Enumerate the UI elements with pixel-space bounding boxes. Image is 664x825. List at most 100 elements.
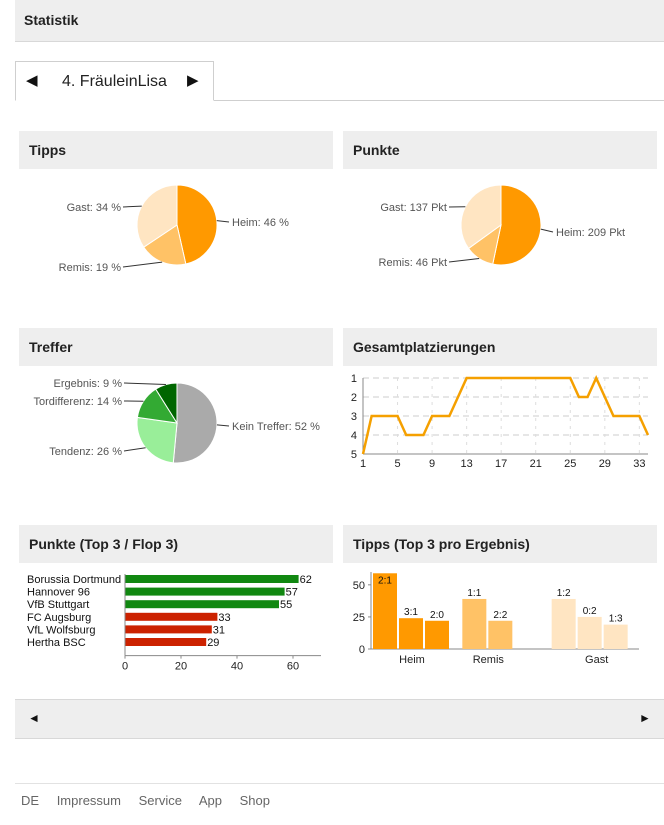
bar-category-label: FC Augsburg <box>27 612 91 624</box>
footer-link-language[interactable]: DE <box>21 793 40 808</box>
footer-link-service[interactable]: Service <box>138 793 182 808</box>
panel-title-treffer: Treffer <box>29 339 73 355</box>
pie-leader-line <box>448 258 480 263</box>
panel-header-tipps: Tipps <box>19 131 333 169</box>
bar <box>462 598 487 649</box>
x-tick-label: 33 <box>633 458 645 470</box>
tipps-pie-chart: Heim: 46 % Remis: 19 % Gast: 34 % <box>59 184 289 274</box>
pie-slice <box>155 382 178 425</box>
pie-label: Kein Treffer: 52 % <box>232 421 320 433</box>
pie-slice <box>136 416 178 464</box>
panel-header-treffer: Treffer <box>19 328 333 366</box>
player-name: 4. FräuleinLisa <box>62 73 167 90</box>
pie-leader-line <box>216 424 230 427</box>
bar <box>603 624 628 649</box>
y-tick-label: 25 <box>353 612 365 624</box>
bar <box>425 620 449 649</box>
pie-slice <box>460 184 502 250</box>
bar-category-label: Hannover 96 <box>27 587 90 599</box>
next-player-icon[interactable]: ▶ <box>187 72 199 89</box>
tab-divider <box>15 100 664 101</box>
x-tick-label: 29 <box>599 458 611 470</box>
treffer-pie-chart: Kein Treffer: 52 % Tendenz: 26 % Tordiffer… <box>34 378 320 464</box>
x-tick-label: 25 <box>564 458 576 470</box>
x-tick-label: 0 <box>122 661 128 673</box>
bar-value-label: 1:3 <box>609 614 623 625</box>
x-tick-label: 13 <box>461 458 473 470</box>
pie-leader-line <box>122 205 142 208</box>
x-tick-label: 5 <box>394 458 400 470</box>
footer-links: DE Impressum Service App Shop <box>21 793 284 808</box>
footer-link-app[interactable]: App <box>198 793 223 808</box>
previous-page-icon[interactable]: ◄ <box>28 711 40 725</box>
panel-header-ergebnis: Tipps (Top 3 pro Ergebnis) <box>343 525 657 563</box>
bar <box>125 575 299 583</box>
bar-value-label: 1:1 <box>467 588 481 599</box>
x-group-label: Gast <box>585 654 608 666</box>
bar <box>399 618 423 649</box>
pie-slice <box>172 382 218 464</box>
bottom-navigation: ◄ ► <box>15 699 664 739</box>
ergebnis-bar-chart: 0 25 50 2:1 3:1 2:0 Heim 1:1 2:2 Remis 1:2 0:2 1:3 Ga… <box>353 572 639 666</box>
pie-label: Tendenz: 26 % <box>49 446 122 458</box>
pie-label: Heim: 209 Pkt <box>556 227 625 239</box>
pie-leader-line <box>122 261 163 268</box>
bar <box>125 612 218 621</box>
x-tick-label: 9 <box>429 458 435 470</box>
pie-leader-line <box>123 447 146 452</box>
y-tick-label: 5 <box>351 449 357 461</box>
bar-value-label: 1:2 <box>557 588 571 599</box>
panel-title-topflop: Punkte (Top 3 / Flop 3) <box>29 536 179 552</box>
x-tick-label: 1 <box>360 458 366 470</box>
x-tick-label: 20 <box>175 661 187 673</box>
panel-header-platzierungen: Gesamtplatzierungen <box>343 328 657 366</box>
panel-title-platzierungen: Gesamtplatzierungen <box>353 339 496 355</box>
footer-link-impressum[interactable]: Impressum <box>56 793 121 808</box>
x-tick-label: 21 <box>530 458 542 470</box>
pie-label: Remis: 19 % <box>59 262 122 274</box>
bar-value-label: 2:1 <box>378 575 392 586</box>
x-tick-label: 60 <box>287 661 299 673</box>
pie-label: Gast: 137 Pkt <box>380 202 447 214</box>
bar-value-label: 29 <box>207 637 219 649</box>
footer-link-shop[interactable]: Shop <box>239 793 271 808</box>
panel-title-ergebnis: Tipps (Top 3 pro Ergebnis) <box>353 536 530 552</box>
bar-category-label: Hertha BSC <box>27 637 86 649</box>
pie-label: Remis: 46 Pkt <box>379 257 447 269</box>
pie-leader-line <box>123 382 166 386</box>
bar-value-label: 62 <box>300 574 312 586</box>
pie-slice <box>176 184 218 265</box>
pie-slice <box>492 184 542 266</box>
pie-label: Gast: 34 % <box>67 202 122 214</box>
panel-header-topflop: Punkte (Top 3 / Flop 3) <box>19 525 333 563</box>
x-tick-label: 17 <box>495 458 507 470</box>
x-group-label: Heim <box>399 654 425 666</box>
y-tick-label: 4 <box>351 430 357 442</box>
y-tick-label: 3 <box>351 411 357 423</box>
pie-slice <box>136 184 178 248</box>
bar-category-label: Borussia Dortmund <box>27 574 121 586</box>
pie-leader-line <box>216 220 230 223</box>
y-tick-label: 0 <box>359 644 365 656</box>
panel-title-tipps: Tipps <box>29 142 67 158</box>
next-page-icon[interactable]: ► <box>639 711 651 725</box>
bar-value-label: 33 <box>218 612 230 624</box>
bar <box>125 600 279 609</box>
bar-value-label: 0:2 <box>583 606 597 617</box>
bar <box>373 573 397 649</box>
previous-player-icon[interactable]: ◀ <box>26 72 38 89</box>
bar-value-label: 3:1 <box>404 607 418 618</box>
bar-value-label: 57 <box>286 587 298 599</box>
player-selector-tab: ◀ 4. FräuleinLisa ▶ <box>15 61 214 101</box>
page-title: Statistik <box>24 12 79 28</box>
y-tick-label: 1 <box>351 373 357 385</box>
series-line <box>361 374 650 455</box>
bar-value-label: 2:0 <box>430 610 444 621</box>
footer-divider <box>15 783 664 784</box>
bar <box>551 598 576 649</box>
bar-value-label: 31 <box>213 624 225 636</box>
panel-header-punkte: Punkte <box>343 131 657 169</box>
bar-value-label: 2:2 <box>493 610 507 621</box>
pie-label: Heim: 46 % <box>232 217 289 229</box>
